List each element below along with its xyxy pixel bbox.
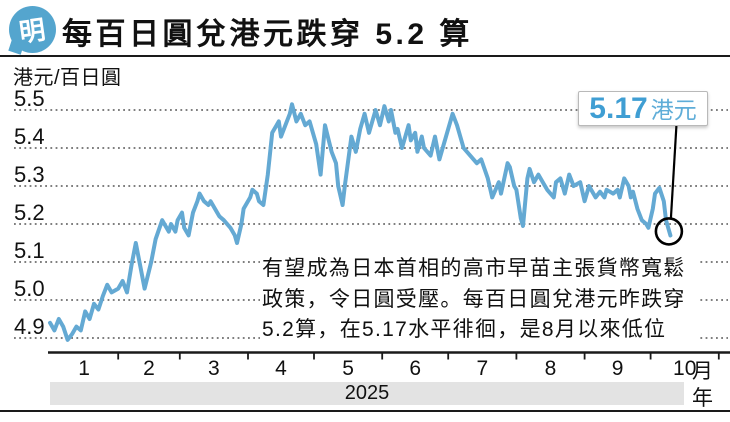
latest-value: 5.17 <box>589 92 648 125</box>
year-band: 2025 <box>50 382 684 405</box>
x-tick-label-10: 10 <box>673 357 696 380</box>
x-tick-label-3: 3 <box>208 357 220 380</box>
y-tick-label-5.5: 5.5 <box>14 86 45 111</box>
header-divider <box>0 55 730 58</box>
x-axis-month-unit-label: 月 <box>692 360 713 383</box>
x-tick-label-5: 5 <box>342 357 354 380</box>
annotation-text: 有望成為日本首相的高市早苗主張貨幣寬鬆 政策，令日圓受壓。每百日圓兌港元昨跌穿 … <box>260 254 700 346</box>
latest-value-unit: 港元 <box>650 97 697 123</box>
exchange-rate-line <box>48 102 673 342</box>
mingpao-logo: 明 <box>9 6 56 53</box>
mingpao-logo-character: 明 <box>17 14 48 48</box>
x-tick-label-2: 2 <box>143 357 155 380</box>
annotation-line-3: 5.2算，在5.17水平徘徊，是8月以來低位 <box>262 318 667 342</box>
y-tick-label-4.9: 4.9 <box>14 314 45 339</box>
y-tick-label-5.1: 5.1 <box>14 238 45 263</box>
x-tick-label-8: 8 <box>545 357 557 380</box>
annotation-line-2: 政策，令日圓受壓。每百日圓兌港元昨跌穿 <box>262 287 686 311</box>
x-tick-label-7: 7 <box>476 357 488 380</box>
x-tick-label-9: 9 <box>612 357 624 380</box>
page-title: 每百日圓兌港元跌穿 5.2 算 <box>62 18 473 51</box>
year-unit-label: 年 <box>692 387 713 410</box>
y-tick-label-5.3: 5.3 <box>14 162 45 187</box>
callout-leader-line <box>669 125 678 219</box>
y-tick-label-5.0: 5.0 <box>14 276 45 301</box>
x-tick-label-6: 6 <box>409 357 421 380</box>
footer-divider <box>0 410 730 413</box>
x-tick-label-4: 4 <box>275 357 287 380</box>
x-tick-label-1: 1 <box>78 357 90 380</box>
y-tick-label-5.4: 5.4 <box>14 124 45 149</box>
latest-value-callout: 5.17 港元 <box>578 91 708 126</box>
last-point-circle-marker <box>654 217 684 246</box>
y-tick-label-5.2: 5.2 <box>14 200 45 225</box>
annotation-line-1: 有望成為日本首相的高市早苗主張貨幣寬鬆 <box>262 257 686 280</box>
y-axis-unit-label: 港元/百日圓 <box>13 61 125 90</box>
